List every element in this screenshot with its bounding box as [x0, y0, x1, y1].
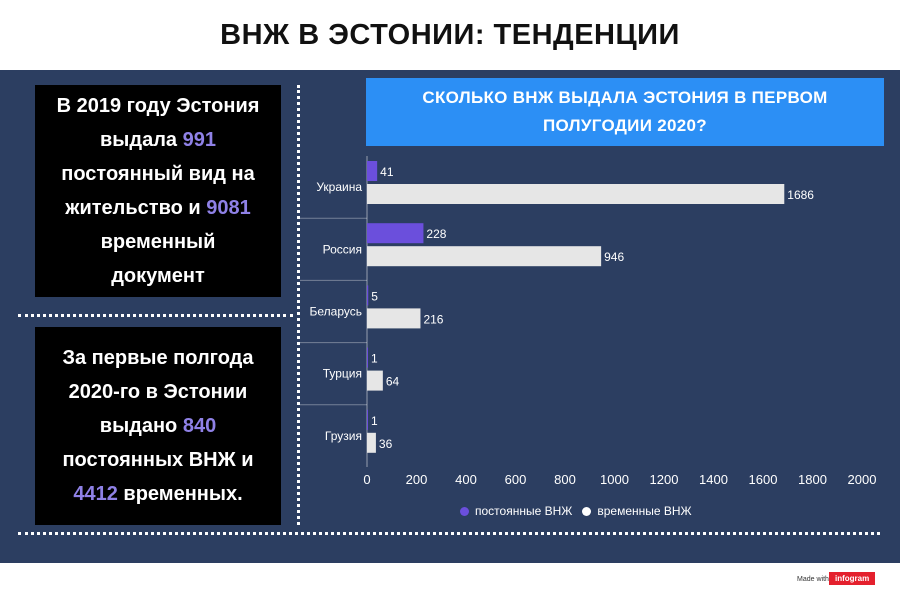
card2-line4: постоянных ВНЖ и [62, 449, 254, 471]
bar-permanent [367, 285, 369, 306]
card2-line1: За первые полгода [62, 347, 254, 369]
legend-label-temporary: временные ВНЖ [597, 504, 692, 518]
category-label: Украина [316, 180, 362, 194]
data-label: 228 [426, 227, 446, 241]
bar-permanent [367, 347, 368, 368]
bar-temporary [367, 370, 383, 391]
x-tick-label: 800 [554, 472, 576, 487]
bar-chart: Украина 41 1686 Россия 228 946 Беларусь 5 216 Тур… [300, 156, 877, 487]
data-label: 1 [371, 352, 378, 366]
legend-item-temporary: временные ВНЖ [582, 504, 692, 518]
category-label: Россия [323, 242, 362, 256]
infographic-panel: В 2019 году Эстония выдала 991 постоянны… [0, 70, 900, 563]
category-label: Беларусь [310, 305, 362, 319]
temporary-2020-number: 4412 [73, 483, 118, 505]
card-divider [18, 314, 293, 317]
vertical-divider [297, 85, 300, 525]
bar-temporary [367, 308, 421, 329]
data-label: 1686 [787, 188, 814, 202]
card1-line5: временный [100, 231, 216, 253]
card1-line1: В 2019 году Эстония [56, 95, 260, 117]
data-label: 41 [380, 165, 394, 179]
bar-temporary [367, 432, 376, 453]
x-tick-label: 0 [363, 472, 370, 487]
data-label: 216 [423, 312, 443, 326]
bar-permanent [367, 409, 368, 430]
chart-legend: постоянные ВНЖ временные ВНЖ [460, 501, 692, 521]
permanent-2020-number: 840 [182, 415, 217, 437]
data-label: 1 [371, 414, 378, 428]
made-with-label: Made with [797, 576, 829, 583]
stat-card-2020: За первые полгода 2020-го в Эстонии выда… [35, 327, 281, 525]
temporary-2019-number: 9081 [206, 197, 251, 219]
bottom-divider [18, 532, 880, 535]
card1-line3: постоянный вид на [61, 163, 255, 185]
legend-label-permanent: постоянные ВНЖ [475, 504, 573, 518]
card2-line3: выдано 840 [99, 415, 217, 437]
x-tick-label: 200 [406, 472, 428, 487]
stat-card-2019: В 2019 году Эстония выдала 991 постоянны… [35, 85, 281, 297]
legend-item-permanent: постоянные ВНЖ [460, 504, 572, 518]
legend-swatch-temporary [582, 506, 592, 516]
x-tick-label: 1600 [749, 472, 778, 487]
x-tick-label: 1000 [600, 472, 629, 487]
x-tick-label: 400 [455, 472, 477, 487]
data-label: 36 [379, 437, 393, 451]
bar-temporary [367, 246, 602, 267]
category-label: Грузия [325, 429, 362, 443]
category-label: Турция [323, 367, 362, 381]
bar-permanent [367, 223, 424, 244]
footer: Made with infogram [0, 563, 900, 600]
data-label: 64 [386, 375, 400, 389]
x-tick-label: 1800 [798, 472, 827, 487]
data-label: 946 [604, 250, 624, 264]
x-tick-label: 1400 [699, 472, 728, 487]
card2-line2: 2020-го в Эстонии [68, 381, 248, 403]
permanent-2019-number: 991 [182, 129, 216, 151]
card1-line2: выдала 991 [100, 129, 216, 151]
x-tick-label: 2000 [848, 472, 877, 487]
x-tick-label: 1200 [650, 472, 679, 487]
data-label: 5 [371, 289, 378, 303]
chart-title: СКОЛЬКО ВНЖ ВЫДАЛА ЭСТОНИЯ В ПЕРВОМ ПОЛУ… [366, 78, 884, 146]
legend-swatch-permanent [460, 506, 469, 516]
page-title: ВНЖ В ЭСТОНИИ: ТЕНДЕНЦИИ [220, 18, 680, 51]
card1-line4: жительство и 9081 [65, 197, 251, 219]
card1-line6: документ [111, 265, 205, 287]
bar-permanent [367, 161, 378, 181]
bar-temporary [367, 184, 785, 204]
x-tick-label: 600 [505, 472, 527, 487]
card2-line5: 4412 временных. [73, 483, 243, 505]
infogram-logo[interactable]: infogram [829, 572, 876, 585]
